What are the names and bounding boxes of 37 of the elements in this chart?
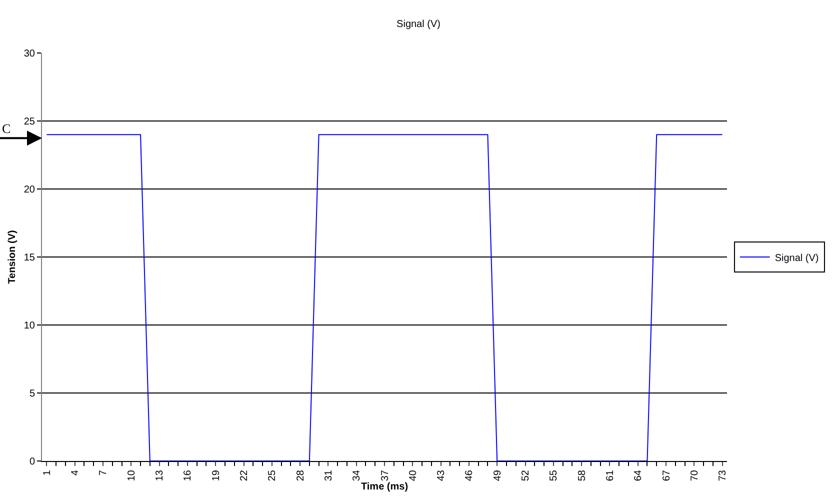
- x-tick-label: 52: [520, 470, 532, 482]
- x-tick-label: 46: [464, 470, 476, 482]
- x-tick-label: 64: [633, 470, 644, 482]
- x-tick-label: 34: [352, 470, 363, 482]
- text: C: [2, 121, 11, 136]
- x-tick-label: 58: [576, 470, 588, 482]
- y-tick-label: 10: [24, 320, 36, 332]
- x-tick-label: 43: [436, 470, 448, 482]
- x-tick-label: 67: [661, 470, 672, 482]
- y-tick-label: 30: [24, 48, 36, 60]
- x-tick-label: 1: [42, 470, 53, 476]
- x-axis-title: Time (ms): [360, 482, 408, 493]
- x-tick-label: 49: [492, 470, 504, 482]
- y-tick-label: 5: [29, 388, 36, 400]
- x-tick-label: 4: [70, 470, 82, 476]
- y-axis-title: Tension (V): [6, 230, 18, 284]
- x-tick-label: 70: [689, 470, 700, 482]
- x-tick-label: 25: [267, 470, 278, 482]
- x-tick-label: 37: [380, 470, 391, 482]
- x-tick-label: 73: [718, 470, 729, 482]
- legend-label: Signal (V): [774, 252, 819, 264]
- x-tick-label: 10: [126, 470, 138, 482]
- x-tick-label: 19: [210, 470, 222, 482]
- x-tick-label: 16: [182, 470, 194, 482]
- y-tick-label: 25: [24, 116, 36, 128]
- x-tick-label: 61: [604, 470, 616, 482]
- y-tick-label: 0: [29, 456, 36, 468]
- y-tick-label: 20: [24, 184, 36, 196]
- x-tick-label: 28: [295, 470, 306, 482]
- x-tick-label: 7: [98, 470, 110, 476]
- x-tick-label: 22: [239, 470, 250, 482]
- x-tick-label: 40: [408, 470, 419, 482]
- chart-title: Signal (V): [396, 19, 440, 30]
- x-tick-label: 55: [548, 470, 560, 482]
- x-tick-label: 31: [323, 470, 334, 482]
- y-tick-label: 15: [24, 252, 36, 264]
- x-tick-label: 13: [154, 470, 166, 482]
